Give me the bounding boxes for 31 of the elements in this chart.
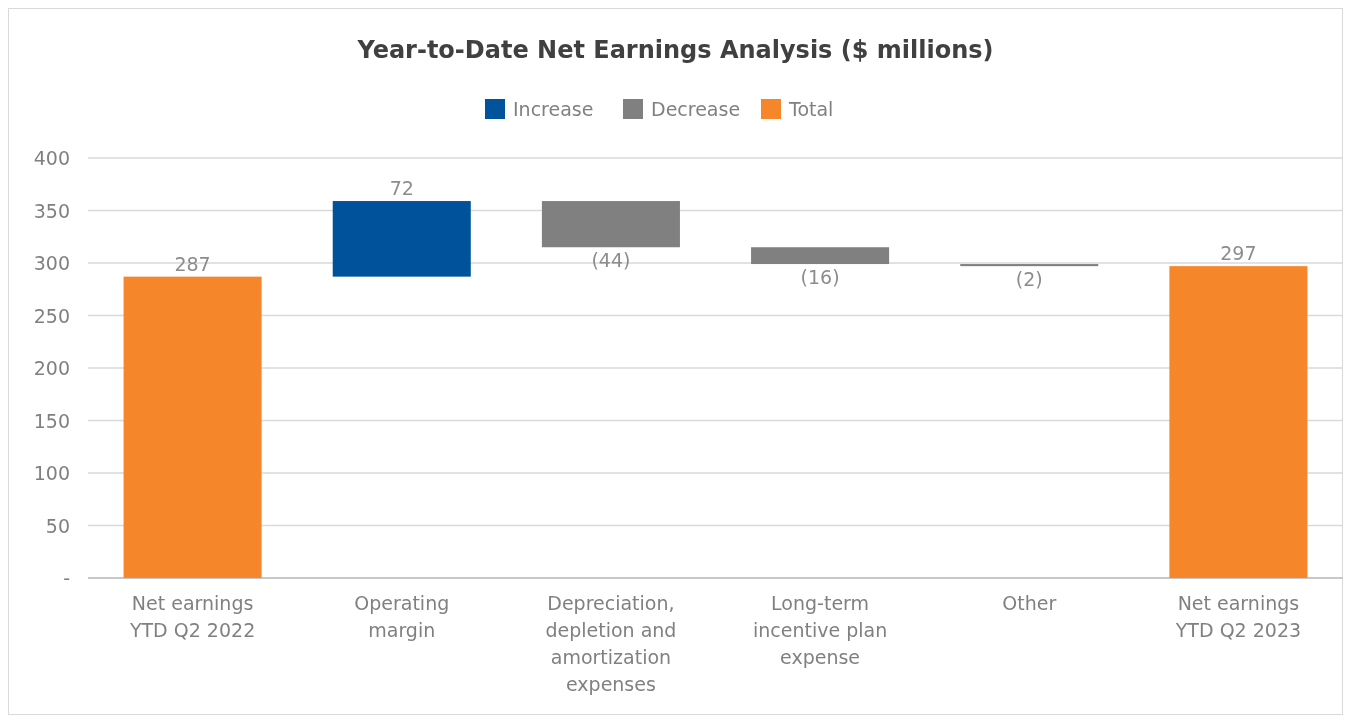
bar [123, 276, 262, 578]
y-tick-label: 150 [33, 409, 70, 432]
bar [332, 201, 471, 277]
x-tick-label: Depreciation, depletion and amortization expenses [545, 592, 677, 695]
chart-title: Year-to-Date Net Earnings Analysis ($ millions) [356, 36, 994, 64]
bar [541, 201, 680, 248]
y-tick-label: 50 [45, 514, 70, 537]
y-tick-label: 100 [33, 462, 70, 484]
y-tick-label: 400 [33, 147, 70, 169]
y-tick-label: 200 [33, 357, 70, 379]
data-label: (2) [1015, 268, 1043, 291]
x-tick-label: Net earnings YTD Q2 2022 [128, 592, 256, 641]
bar [751, 247, 890, 265]
y-tick-label: 300 [33, 252, 70, 274]
data-label: 287 [174, 252, 211, 275]
data-label: 72 [389, 177, 414, 200]
y-tick-label: 350 [33, 199, 70, 222]
data-label: 297 [1220, 242, 1257, 265]
legend-label: Decrease [651, 98, 741, 120]
y-tick-label: 250 [33, 304, 70, 327]
x-tick-label: Net earnings YTD Q2 2023 [1174, 592, 1302, 641]
x-tick-label: Operating margin [354, 592, 450, 641]
legend-label: Increase [513, 98, 594, 120]
x-tick-label: Long-term incentive plan expense [752, 592, 888, 668]
x-tick-label: Other [1002, 592, 1057, 614]
y-tick-label: - [63, 567, 70, 589]
bar [1169, 266, 1308, 578]
legend-label: Total [788, 98, 834, 120]
data-label: (44) [591, 249, 631, 272]
bar [960, 264, 1099, 267]
data-label: (16) [800, 266, 840, 289]
